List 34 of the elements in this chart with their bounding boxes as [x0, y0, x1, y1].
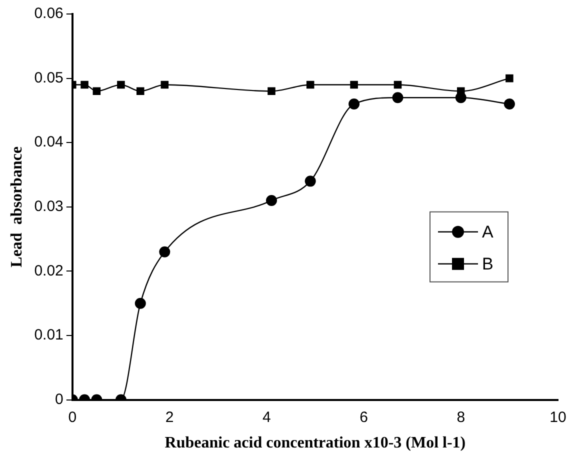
point — [304, 176, 316, 187]
point — [506, 74, 514, 82]
point — [455, 92, 466, 104]
point — [348, 98, 360, 110]
legend-label: B — [482, 254, 494, 274]
point — [394, 80, 402, 89]
y-axis-title: Lead absorbance — [8, 146, 26, 268]
y-tick-label: 0.06 — [34, 5, 64, 22]
point — [92, 87, 101, 96]
legend-label: A — [482, 222, 494, 242]
y-tick-label: 0 — [55, 390, 64, 408]
y-tick-label: 0.03 — [34, 198, 64, 216]
x-tick-label: 10 — [550, 408, 566, 426]
point — [160, 80, 169, 89]
x-axis-title: Rubeanic acid concentration x10-3 (Mol l-1) — [164, 434, 466, 452]
y-tick-label: 0.01 — [34, 326, 64, 344]
point — [80, 80, 88, 89]
point — [350, 80, 358, 89]
x-tick-label: 2 — [165, 408, 174, 426]
point — [159, 246, 170, 258]
point — [392, 92, 404, 104]
point — [266, 194, 277, 206]
y-tick-label: 0.04 — [34, 134, 64, 151]
y-tick-label: 0.02 — [34, 262, 64, 280]
point — [504, 98, 515, 110]
x-tick-label: 8 — [456, 408, 466, 426]
point — [117, 80, 125, 89]
x-tick-label: 4 — [262, 408, 271, 426]
point — [306, 80, 314, 89]
point — [268, 87, 276, 96]
point — [136, 87, 144, 96]
x-tick-label: 0 — [68, 408, 77, 426]
y-tick-label: 0.05 — [34, 69, 64, 86]
x-tick-label: 6 — [360, 408, 368, 426]
